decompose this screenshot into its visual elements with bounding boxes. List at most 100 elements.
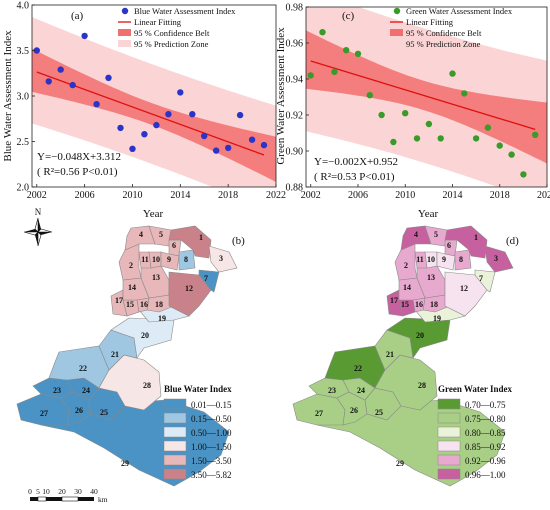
legend-a-point-symbol bbox=[121, 7, 129, 15]
region-label: 5 bbox=[159, 230, 163, 239]
scale-tick-label: 20 bbox=[58, 487, 66, 496]
region-label: 25 bbox=[100, 408, 108, 417]
region-label: 19 bbox=[433, 314, 441, 323]
data-point bbox=[496, 142, 503, 149]
y-tick-label: 2.0 bbox=[17, 183, 30, 194]
x-tick-label: 2002 bbox=[27, 190, 47, 201]
region-label: 12 bbox=[185, 284, 193, 293]
data-point bbox=[484, 124, 492, 131]
map-b-region-7 bbox=[198, 269, 220, 293]
x-tick-label: 2006 bbox=[348, 190, 368, 201]
scale-tick-label: 5 bbox=[36, 487, 40, 496]
legend-a-prediction: 95 % Prediction Zone bbox=[134, 39, 209, 49]
region-label: 15 bbox=[126, 300, 134, 309]
region-label: 23 bbox=[53, 386, 61, 395]
plot-c-panel-label: (c) bbox=[342, 10, 355, 22]
x-tick-label: 2014 bbox=[170, 190, 190, 201]
region-label: 19 bbox=[158, 314, 166, 323]
x-tick-label: 2014 bbox=[442, 190, 462, 201]
y-tick-label: 0.88 bbox=[286, 183, 304, 194]
x-tick-label: 2010 bbox=[395, 190, 415, 201]
region-label: 11 bbox=[416, 255, 424, 264]
region-label: 26 bbox=[75, 406, 83, 415]
data-point bbox=[189, 111, 196, 118]
data-point bbox=[472, 135, 480, 142]
region-label: 10 bbox=[152, 255, 160, 264]
y-tick-label: 0.98 bbox=[286, 3, 304, 14]
map-legend-label: 0.96—1.00 bbox=[465, 470, 506, 480]
scale-tick-label: 0 bbox=[28, 487, 32, 496]
region-label: 4 bbox=[414, 230, 418, 239]
legend-a-fit: Linear Fitting bbox=[134, 17, 182, 27]
region-label: 27 bbox=[315, 409, 323, 418]
x-tick-label: 2006 bbox=[75, 190, 95, 201]
region-label: 20 bbox=[141, 331, 149, 340]
map-legend-swatch bbox=[163, 398, 187, 410]
data-point bbox=[532, 131, 539, 138]
map-d-region-7 bbox=[474, 269, 496, 293]
map-legend-label: 0.92—0.96 bbox=[465, 456, 506, 466]
data-point bbox=[425, 120, 433, 128]
map-legend-swatch bbox=[437, 398, 461, 410]
map-legend-swatch bbox=[163, 426, 187, 438]
plot-c-equation: Y=−0.002X+0.952 bbox=[314, 156, 398, 168]
region-label: 22 bbox=[79, 364, 87, 373]
map-d-region-1 bbox=[444, 225, 488, 259]
data-point bbox=[57, 66, 64, 73]
map-legend-title: Green Water Index bbox=[438, 384, 512, 394]
map-d-region-20 bbox=[386, 317, 451, 359]
y-tick-label: 0.96 bbox=[286, 39, 304, 50]
plot-a-panel-label: (a) bbox=[71, 10, 84, 22]
plot-c-frame bbox=[305, 6, 548, 188]
map-d-region-9 bbox=[436, 251, 456, 271]
data-point bbox=[508, 151, 515, 158]
region-label: 29 bbox=[121, 459, 129, 468]
map-legend-swatch bbox=[437, 440, 461, 452]
map-legend-swatch bbox=[437, 468, 461, 480]
region-label: 14 bbox=[403, 283, 411, 292]
region-label: 13 bbox=[152, 273, 160, 282]
data-point bbox=[201, 132, 208, 140]
data-point bbox=[45, 78, 52, 85]
map-legend-label: 3.50—5.82 bbox=[191, 470, 232, 480]
data-point bbox=[343, 47, 350, 54]
data-point bbox=[413, 135, 421, 142]
data-point bbox=[402, 110, 409, 117]
map-legend-label: 0.50—1.00 bbox=[191, 428, 232, 438]
x-tick-label: 2022 bbox=[266, 190, 286, 201]
region-label: 4 bbox=[139, 230, 143, 239]
region-label: 17 bbox=[115, 296, 123, 305]
map-legend-swatch bbox=[163, 440, 187, 452]
map-b-region-3 bbox=[208, 245, 238, 273]
scale-tick-label: 30 bbox=[74, 487, 82, 496]
compass-north-label: N bbox=[35, 207, 42, 217]
plot-a-equation: Y=−0.048X+3.312 bbox=[37, 151, 121, 163]
legend-c-prediction-symbol bbox=[390, 40, 403, 47]
data-point bbox=[307, 72, 314, 79]
data-point bbox=[213, 147, 220, 154]
x-tick-label: 2002 bbox=[301, 190, 321, 201]
data-point bbox=[366, 92, 373, 99]
data-point bbox=[437, 135, 444, 142]
region-label: 20 bbox=[416, 331, 424, 340]
y-tick-label: 0.92 bbox=[286, 111, 304, 122]
legend-a-confidence-symbol bbox=[118, 29, 131, 36]
map-legend-label: 1.00—1.50 bbox=[191, 442, 232, 452]
plot-a-stats: ( R²=0.56 P<0.01) bbox=[37, 166, 118, 178]
region-label: 18 bbox=[430, 300, 438, 309]
region-label: 24 bbox=[357, 386, 365, 395]
data-point bbox=[331, 68, 338, 76]
map-legend-label: 0.85—0.92 bbox=[465, 442, 506, 452]
region-label: 1 bbox=[474, 233, 478, 242]
data-point bbox=[248, 136, 256, 143]
plot-c-xlabel: Year bbox=[418, 208, 439, 220]
map-b-region-20 bbox=[110, 317, 175, 359]
region-label: 15 bbox=[401, 300, 409, 309]
legend-c-prediction: 95 % Prediction Zone bbox=[406, 39, 481, 49]
map-legend-label: 0.01—0.15 bbox=[191, 400, 232, 410]
linear-fit-line bbox=[310, 60, 536, 131]
data-point bbox=[319, 29, 326, 36]
plot-a-xlabel: Year bbox=[143, 208, 164, 220]
legend-a-confidence: 95 % Confidence Belt bbox=[134, 28, 210, 38]
scale-tick-label: 40 bbox=[90, 487, 98, 496]
